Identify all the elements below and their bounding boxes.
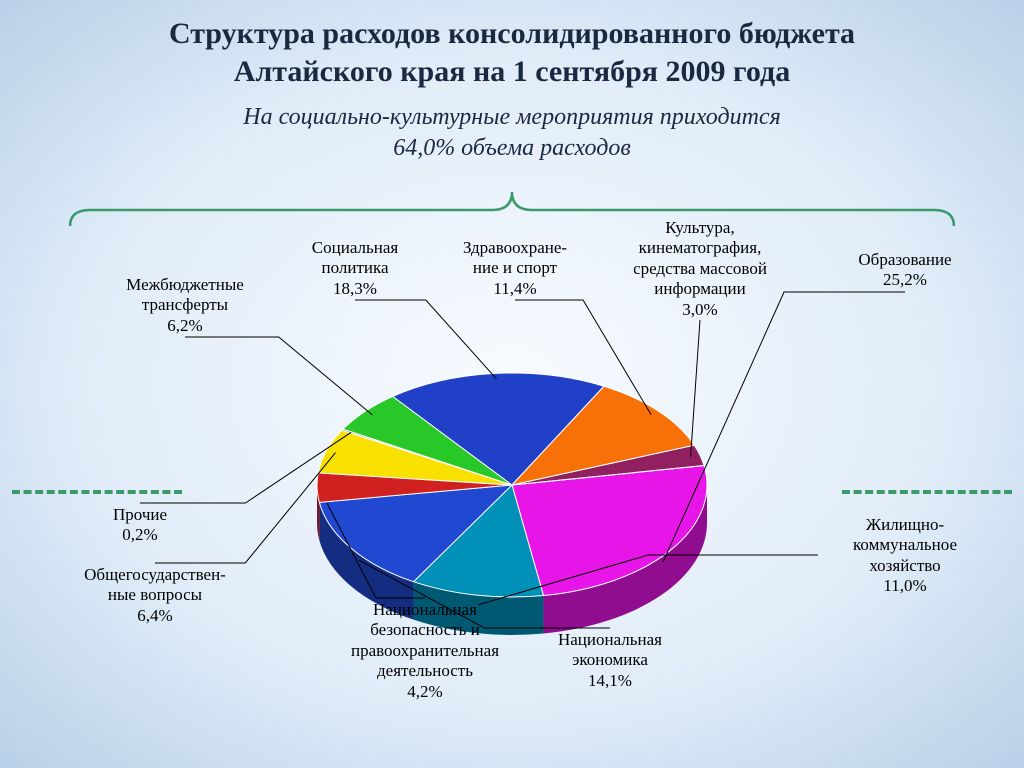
subtitle-line-2: 64,0% объема расходов [393,135,631,161]
label-health: Здравоохране-ние и спорт11,4% [430,238,600,299]
label-govt: Общегосударствен-ные вопросы6,4% [55,565,255,626]
chart-subtitle: На социально-культурные мероприятия прих… [0,102,1024,164]
label-economy: Национальнаяэкономика14,1% [525,630,695,691]
label-security: Национальнаябезопасность иправоохранител… [310,600,540,702]
label-transfers: Межбюджетныетрансферты6,2% [100,275,270,336]
label-other: Прочие0,2% [80,505,200,546]
label-education: Образование25,2% [830,250,980,291]
subtitle-line-1: На социально-культурные мероприятия прих… [243,104,781,130]
label-culture: Культура,кинематография,средства массово… [600,218,800,320]
title-line-1: Структура расходов консолидированного бю… [169,17,855,50]
label-housing: Жилищно-коммунальноехозяйство11,0% [820,515,990,597]
pie-chart: Образование25,2% Жилищно-коммунальноехозя… [0,230,1024,768]
label-social: Социальнаяполитика18,3% [280,238,430,299]
title-line-2: Алтайского края на 1 сентября 2009 года [234,55,790,88]
chart-title: Структура расходов консолидированного бю… [0,0,1024,94]
curly-brace [60,188,964,228]
